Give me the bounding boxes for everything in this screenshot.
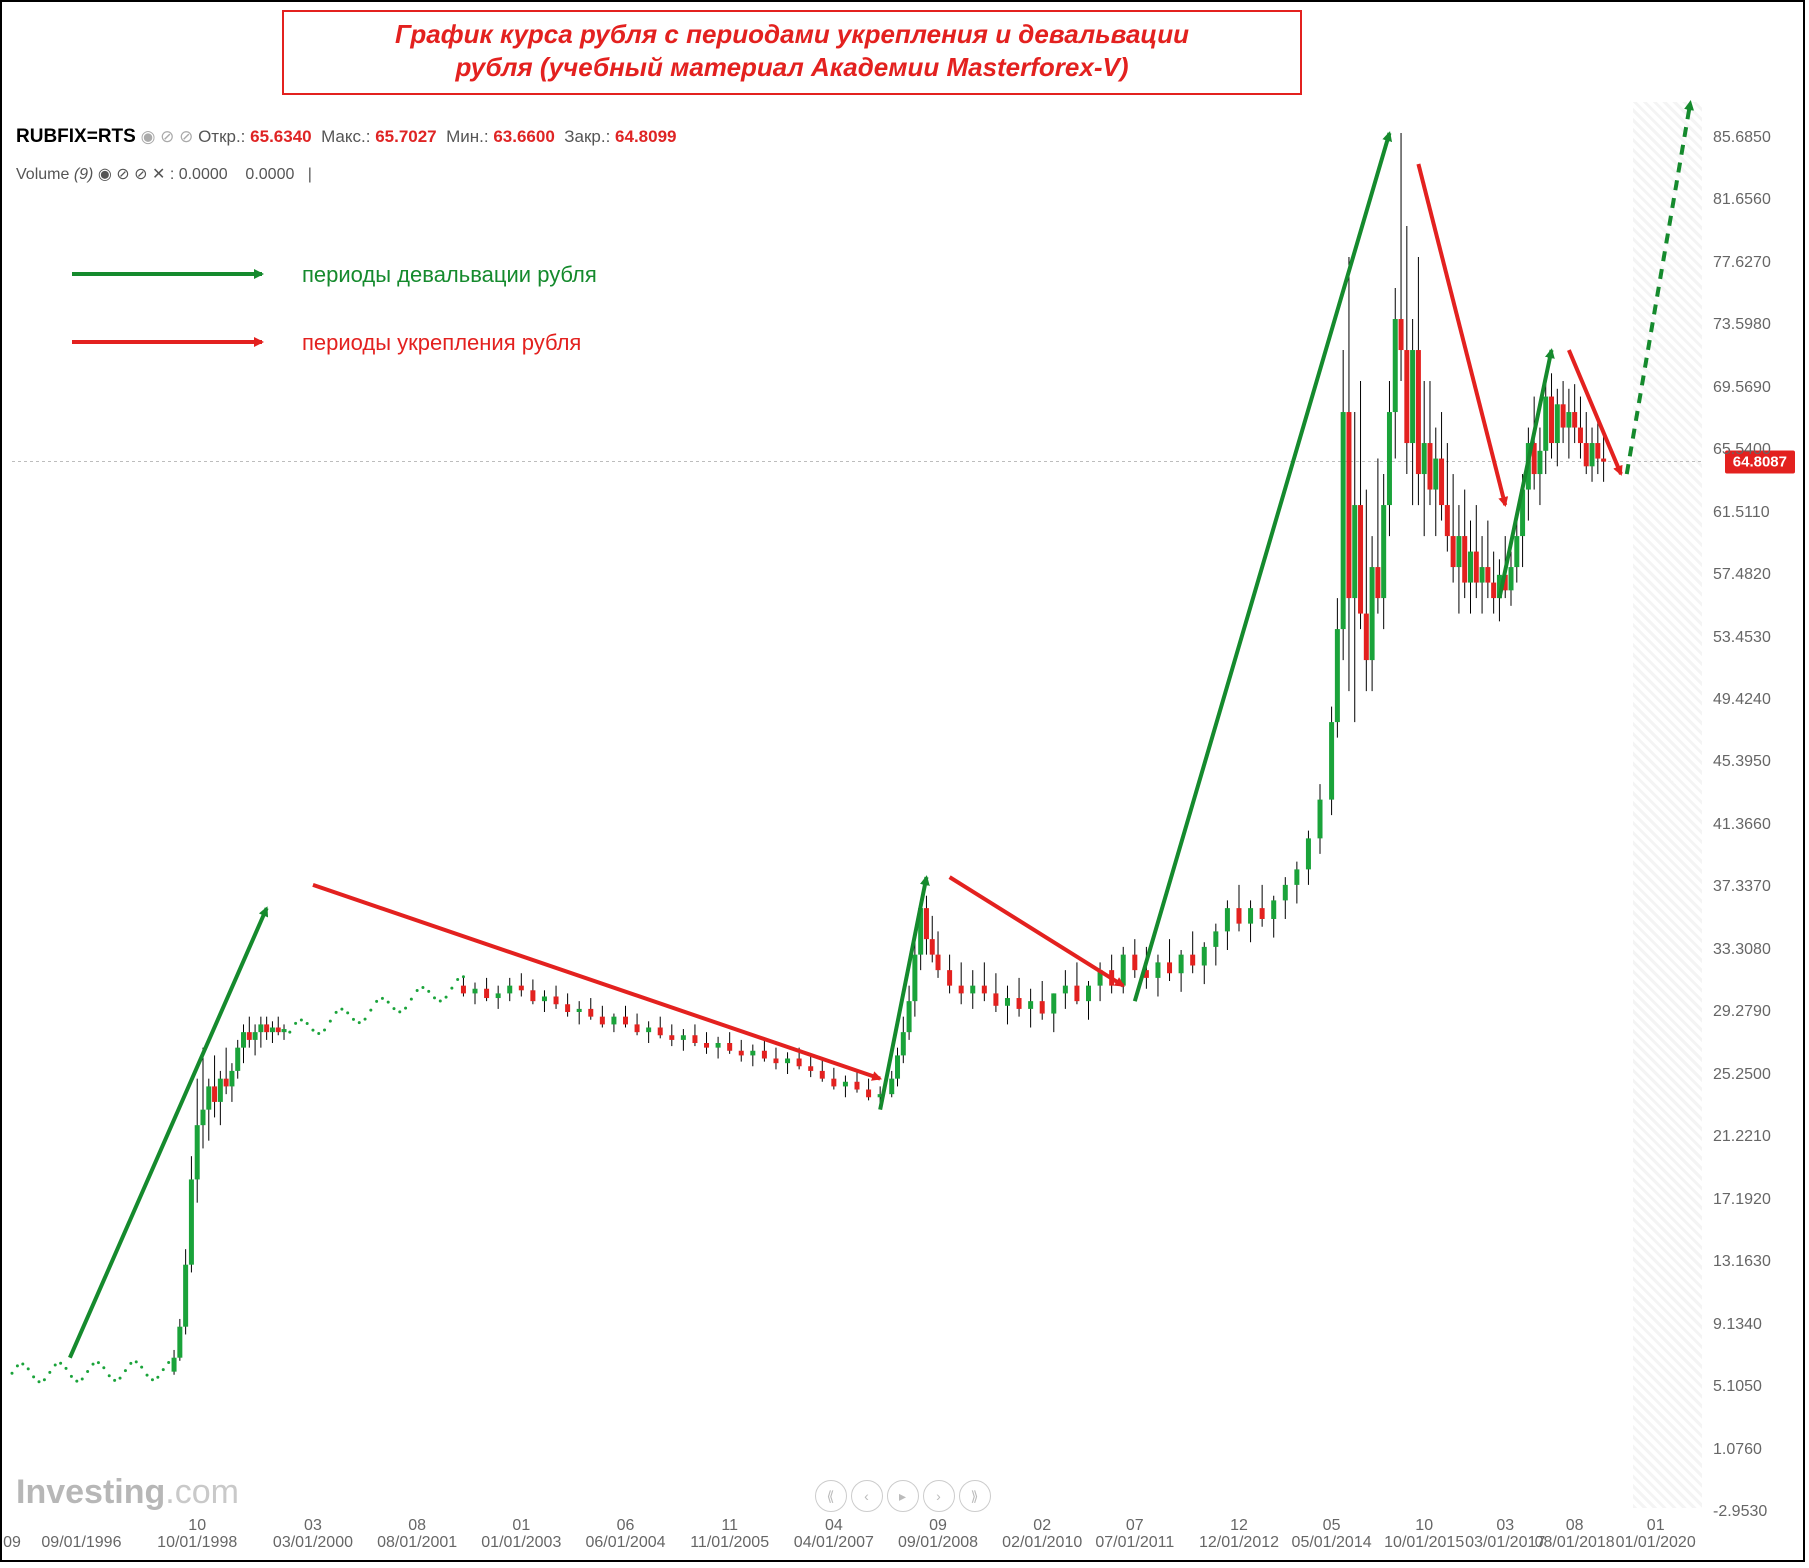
volume-icons: ◉ ⊘ ⊘ ✕ bbox=[98, 166, 170, 183]
high-value: 65.7027 bbox=[375, 127, 436, 146]
symbol: RUBFIX=RTS bbox=[16, 126, 136, 147]
volume-label: Volume bbox=[16, 166, 69, 183]
title-line-1: График курса рубля с периодами укреплени… bbox=[395, 19, 1189, 49]
chart-frame: График курса рубля с периодами укреплени… bbox=[0, 0, 1805, 1562]
close-value: 64.8099 bbox=[615, 127, 676, 146]
visibility-icon: ◉ ⊘ ⊘ bbox=[141, 127, 199, 146]
low-label: Мин.: bbox=[446, 127, 489, 146]
chart-svg[interactable] bbox=[2, 2, 1809, 1568]
volume-v1: 0.0000 bbox=[179, 166, 228, 183]
volume-param: (9) bbox=[74, 166, 94, 183]
volume-row: Volume (9) ◉ ⊘ ⊘ ✕ : 0.0000 0.0000 | bbox=[16, 164, 312, 184]
close-label: Закр.: bbox=[564, 127, 610, 146]
open-label: Откр.: bbox=[198, 127, 245, 146]
title-line-2: рубля (учебный материал Академии Masterf… bbox=[455, 52, 1128, 82]
ohlc-header: RUBFIX=RTS ◉ ⊘ ⊘ Откр.: 65.6340 Макс.: 6… bbox=[16, 126, 676, 148]
open-value: 65.6340 bbox=[250, 127, 311, 146]
volume-v2: 0.0000 bbox=[245, 166, 294, 183]
chart-title: График курса рубля с периодами укреплени… bbox=[282, 10, 1302, 95]
low-value: 63.6600 bbox=[493, 127, 554, 146]
high-label: Макс.: bbox=[321, 127, 370, 146]
